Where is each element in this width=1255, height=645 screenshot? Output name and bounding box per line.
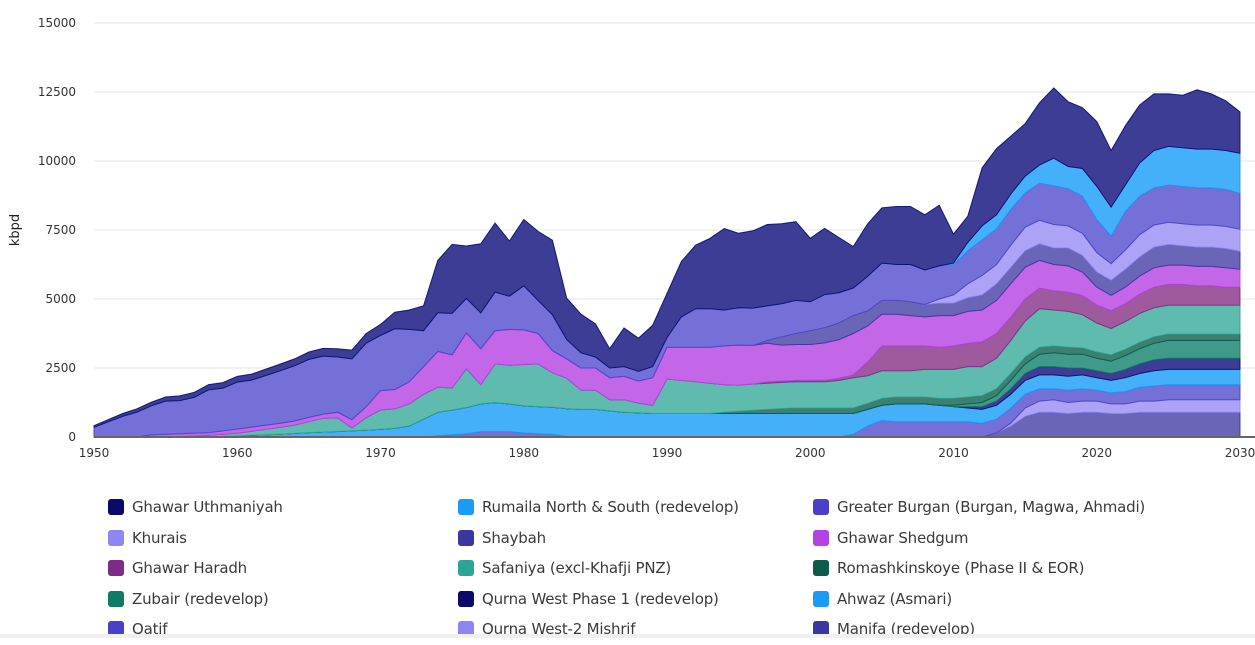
legend-label: Khurais: [132, 528, 187, 547]
x-tick-label: 2000: [795, 446, 826, 460]
legend-item[interactable]: Ghawar Shedgum: [813, 529, 1233, 547]
legend-label: Rumaila North & South (redevelop): [482, 498, 739, 517]
legend-item[interactable]: Ahwaz (Asmari): [813, 590, 1233, 608]
legend-item[interactable]: Ghawar Haradh: [108, 559, 458, 577]
y-tick-label: 7500: [45, 223, 76, 237]
legend-item[interactable]: Khurais: [108, 529, 458, 547]
x-tick-label: 2030: [1225, 446, 1255, 460]
legend-swatch: [108, 590, 124, 607]
x-tick-label: 2010: [938, 446, 969, 460]
area-ghawar-uthmaniyah[interactable]: [93, 87, 1241, 429]
legend-label: Ghawar Uthmaniyah: [132, 498, 283, 517]
legend-swatch: [813, 590, 829, 607]
legend-label: Ghawar Shedgum: [837, 528, 969, 547]
legend-swatch: [813, 560, 829, 577]
legend-label: Ahwaz (Asmari): [837, 589, 952, 608]
legend-item[interactable]: Rumaila North & South (redevelop): [458, 498, 813, 516]
legend-swatch: [813, 529, 829, 546]
legend-swatch: [813, 499, 829, 516]
legend-swatch: [458, 499, 474, 516]
y-tick-label: 0: [68, 430, 76, 444]
x-tick-label: 1990: [652, 446, 683, 460]
legend-label: Qatif: [132, 620, 168, 639]
legend-item[interactable]: Manifa (redevelop): [813, 620, 1233, 638]
stacked-area-chart: 0 2500 5000 7500 10000 12500 15000 1950 1960 197…: [8, 16, 1255, 460]
legend: Ghawar Uthmaniyah Rumaila North & South (…: [108, 492, 1248, 645]
legend-item[interactable]: Safaniya (excl-Khafji PNZ): [458, 559, 813, 577]
legend-label: Manifa (redevelop): [837, 620, 975, 639]
legend-swatch: [458, 529, 474, 546]
y-tick-label: 10000: [38, 154, 76, 168]
legend-item[interactable]: Qurna West Phase 1 (redevelop): [458, 590, 813, 608]
legend-label: Romashkinskoye (Phase II & EOR): [837, 559, 1085, 578]
legend-row: Zubair (redevelop) Qurna West Phase 1 (re…: [108, 584, 1248, 615]
legend-row: Qatif Qurna West-2 Mishrif Manifa (redevel…: [108, 614, 1248, 645]
bottom-border: [0, 634, 1255, 638]
legend-item[interactable]: Romashkinskoye (Phase II & EOR): [813, 559, 1233, 577]
legend-item[interactable]: Shaybah: [458, 529, 813, 547]
legend-label: Qurna West Phase 1 (redevelop): [482, 589, 719, 608]
legend-swatch: [108, 529, 124, 546]
x-tick-label: 1970: [365, 446, 396, 460]
x-tick-label: 1950: [79, 446, 110, 460]
legend-swatch: [458, 590, 474, 607]
x-tick-label: 1980: [508, 446, 539, 460]
legend-swatch: [458, 621, 474, 638]
legend-label: Shaybah: [482, 528, 546, 547]
y-tick-label: 15000: [38, 16, 76, 30]
chart-area: 0 2500 5000 7500 10000 12500 15000 1950 1960 197…: [8, 16, 1255, 460]
legend-item[interactable]: Qurna West-2 Mishrif: [458, 620, 813, 638]
y-tick-label: 5000: [45, 292, 76, 306]
legend-swatch: [108, 621, 124, 638]
legend-item[interactable]: Qatif: [108, 620, 458, 638]
x-tick-label: 2020: [1081, 446, 1112, 460]
legend-row: Khurais Shaybah Ghawar Shedgum: [108, 523, 1248, 554]
legend-row: Ghawar Haradh Safaniya (excl-Khafji PNZ) R…: [108, 553, 1248, 584]
y-tick-label: 2500: [45, 361, 76, 375]
area-series-layer: [93, 87, 1241, 438]
x-axis-ticks: 1950 1960 1970 1980 1990 2000 2010 2020 2030: [79, 446, 1255, 460]
y-tick-label: 12500: [38, 85, 76, 99]
legend-label: Qurna West-2 Mishrif: [482, 620, 636, 639]
x-tick-label: 1960: [222, 446, 253, 460]
y-axis-ticks: 0 2500 5000 7500 10000 12500 15000: [38, 16, 76, 444]
legend-label: Zubair (redevelop): [132, 589, 269, 608]
legend-label: Safaniya (excl-Khafji PNZ): [482, 559, 672, 578]
legend-row: Ghawar Uthmaniyah Rumaila North & South (…: [108, 492, 1248, 523]
legend-swatch: [108, 560, 124, 577]
legend-item[interactable]: Zubair (redevelop): [108, 590, 458, 608]
legend-label: Ghawar Haradh: [132, 559, 247, 578]
legend-swatch: [458, 560, 474, 577]
legend-item[interactable]: Greater Burgan (Burgan, Magwa, Ahmadi): [813, 498, 1233, 516]
legend-label: Greater Burgan (Burgan, Magwa, Ahmadi): [837, 498, 1146, 517]
y-axis-title: kbpd: [8, 214, 23, 246]
legend-swatch: [108, 499, 124, 516]
legend-swatch: [813, 621, 829, 638]
legend-item[interactable]: Ghawar Uthmaniyah: [108, 498, 458, 516]
